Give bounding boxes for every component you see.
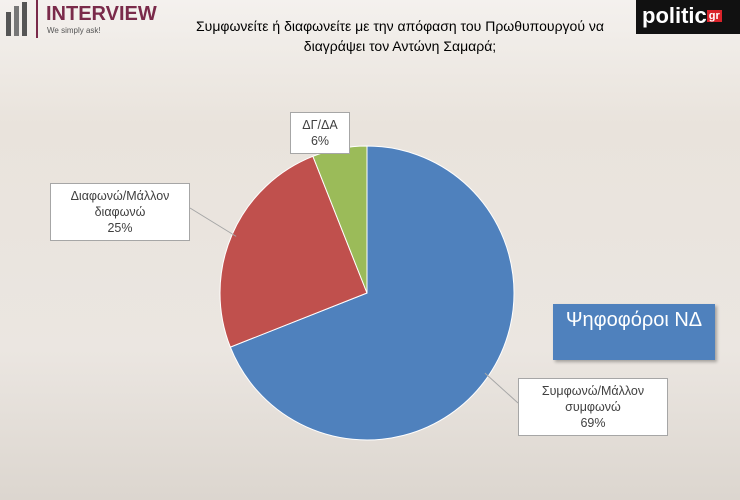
slice-label: Συμφωνώ/Μάλλον συμφωνώ 69% <box>518 378 668 436</box>
right-logo: politic gr <box>636 0 740 34</box>
left-tagline: We simply ask! <box>47 26 101 35</box>
interview-icon <box>0 0 40 40</box>
slice-label: ΔΓ/ΔΑ 6% <box>290 112 350 154</box>
category-label: Διαφωνώ/Μάλλον διαφωνώ <box>70 189 170 219</box>
pie-slice <box>229 145 515 441</box>
category-label: Συμφωνώ/Μάλλον συμφωνώ <box>541 384 645 414</box>
annotation: Ψηφοφόροι ΝΔ <box>553 304 715 360</box>
slice-label: Διαφωνώ/Μάλλον διαφωνώ 25% <box>50 183 190 241</box>
value-label: 6% <box>310 134 330 148</box>
value-label: 25% <box>107 221 133 235</box>
right-logo-text: politic <box>642 3 707 28</box>
leader-line <box>189 207 237 237</box>
left-logo: INTERVIEW <box>46 3 157 25</box>
pie-slice <box>219 155 368 348</box>
right-logo-suffix: gr <box>706 10 722 22</box>
category-label: ΔΓ/ΔΑ <box>302 118 338 132</box>
chart-title: Συμφωνείτε ή διαφωνείτε με την απόφαση τ… <box>196 18 604 54</box>
value-label: 69% <box>580 416 606 430</box>
leader-line <box>484 372 519 404</box>
